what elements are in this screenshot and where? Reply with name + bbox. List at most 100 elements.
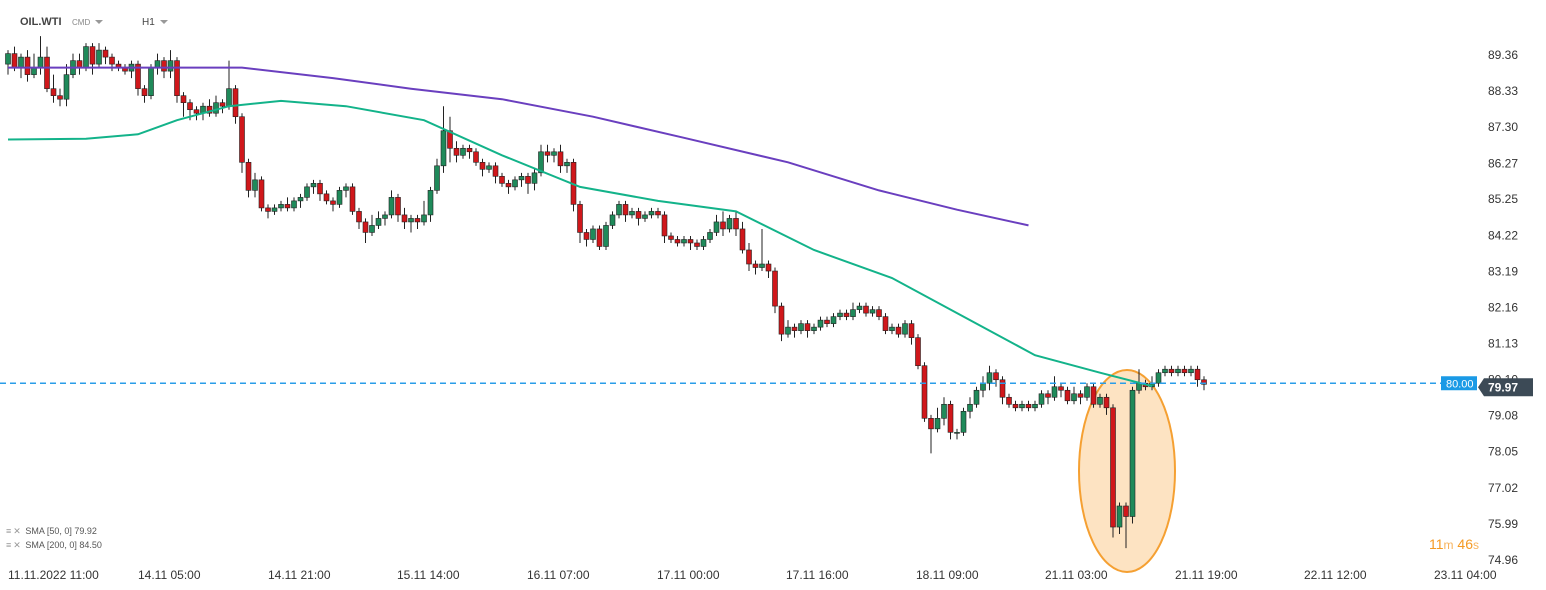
candle-down[interactable] bbox=[772, 270, 778, 307]
candle-down[interactable] bbox=[44, 56, 50, 89]
candle-up[interactable] bbox=[252, 179, 258, 191]
candle-up[interactable] bbox=[18, 56, 24, 68]
timeframe-dropdown[interactable]: H1 bbox=[142, 16, 168, 28]
candle-up[interactable] bbox=[369, 225, 375, 233]
candle-down[interactable] bbox=[596, 228, 603, 247]
candle-down[interactable] bbox=[863, 305, 869, 314]
candle-down[interactable] bbox=[635, 211, 642, 219]
price-axis[interactable] bbox=[1478, 0, 1546, 590]
candle-down[interactable] bbox=[453, 147, 460, 156]
candle-up[interactable] bbox=[5, 53, 11, 65]
candle-up[interactable] bbox=[798, 323, 804, 331]
candle-up[interactable] bbox=[512, 179, 518, 188]
candle-down[interactable] bbox=[1110, 407, 1116, 528]
candle-down[interactable] bbox=[57, 95, 63, 100]
candle-down[interactable] bbox=[661, 214, 668, 237]
candle-up[interactable] bbox=[1136, 382, 1142, 391]
candle-up[interactable] bbox=[37, 56, 44, 68]
candle-down[interactable] bbox=[180, 95, 187, 103]
candle-down[interactable] bbox=[765, 263, 772, 272]
candle-up[interactable] bbox=[460, 147, 466, 156]
candle-down[interactable] bbox=[1103, 396, 1110, 409]
candle-down[interactable] bbox=[258, 179, 265, 209]
candle-down[interactable] bbox=[583, 232, 590, 240]
sma200-line[interactable] bbox=[8, 66, 1029, 227]
candle-down[interactable] bbox=[1168, 368, 1175, 374]
candle-down[interactable] bbox=[895, 326, 902, 335]
candle-up[interactable] bbox=[642, 214, 648, 219]
candle-down[interactable] bbox=[245, 162, 252, 191]
candle-up[interactable] bbox=[856, 305, 863, 310]
candle-up[interactable] bbox=[726, 218, 733, 230]
candle-up[interactable] bbox=[1162, 368, 1168, 374]
candle-down[interactable] bbox=[752, 263, 759, 268]
candle-up[interactable] bbox=[837, 312, 843, 317]
candle-down[interactable] bbox=[687, 239, 694, 244]
close-icon[interactable]: ✕ bbox=[13, 540, 21, 550]
candle-up[interactable] bbox=[609, 214, 616, 226]
candle-down[interactable] bbox=[824, 319, 830, 324]
candle-down[interactable] bbox=[557, 151, 564, 167]
candle-down[interactable] bbox=[544, 151, 551, 156]
candle-up[interactable] bbox=[590, 228, 596, 240]
candle-down[interactable] bbox=[135, 63, 141, 89]
candle-up[interactable] bbox=[440, 130, 447, 167]
candle-up[interactable] bbox=[941, 403, 947, 419]
candle-up[interactable] bbox=[427, 190, 434, 216]
candle-down[interactable] bbox=[674, 239, 681, 244]
candle-up[interactable] bbox=[271, 207, 278, 212]
candle-up[interactable] bbox=[226, 88, 232, 107]
candle-down[interactable] bbox=[1201, 379, 1207, 385]
candle-up[interactable] bbox=[421, 214, 427, 223]
candle-up[interactable] bbox=[375, 218, 382, 226]
candle-down[interactable] bbox=[174, 60, 180, 96]
candle-up[interactable] bbox=[63, 74, 70, 100]
candle-up[interactable] bbox=[850, 309, 856, 317]
candle-down[interactable] bbox=[109, 56, 115, 65]
candle-down[interactable] bbox=[466, 147, 473, 153]
candle-down[interactable] bbox=[577, 204, 583, 233]
candle-up[interactable] bbox=[960, 411, 967, 433]
candle-down[interactable] bbox=[915, 337, 921, 367]
candle-up[interactable] bbox=[934, 418, 941, 430]
candle-up[interactable] bbox=[648, 211, 655, 216]
candle-up[interactable] bbox=[707, 232, 713, 240]
candle-down[interactable] bbox=[882, 316, 889, 331]
candle-up[interactable] bbox=[1155, 372, 1162, 384]
candle-up[interactable] bbox=[1175, 368, 1181, 374]
candle-up[interactable] bbox=[1071, 393, 1077, 402]
candle-up[interactable] bbox=[382, 214, 388, 219]
candle-down[interactable] bbox=[993, 372, 999, 381]
symbol-header[interactable]: OIL.WTI bbox=[20, 16, 62, 28]
candle-down[interactable] bbox=[356, 211, 362, 223]
candle-down[interactable] bbox=[505, 183, 512, 188]
legend-sma50[interactable]: ≡ ✕ SMA [50, 0] 79.92 bbox=[6, 526, 97, 537]
candle-down[interactable] bbox=[694, 242, 700, 247]
candle-down[interactable] bbox=[317, 183, 323, 195]
candle-down[interactable] bbox=[284, 204, 291, 209]
candle-up[interactable] bbox=[759, 263, 765, 268]
candle-up[interactable] bbox=[889, 326, 895, 331]
candle-down[interactable] bbox=[395, 197, 401, 216]
candle-up[interactable] bbox=[830, 316, 837, 324]
candle-up[interactable] bbox=[954, 432, 960, 434]
candle-up[interactable] bbox=[304, 186, 310, 198]
candle-down[interactable] bbox=[999, 379, 1006, 398]
candle-up[interactable] bbox=[785, 326, 791, 335]
candle-up[interactable] bbox=[1051, 386, 1058, 398]
candle-up[interactable] bbox=[343, 186, 349, 191]
candle-up[interactable] bbox=[817, 319, 824, 328]
candle-up[interactable] bbox=[83, 46, 89, 68]
candle-down[interactable] bbox=[141, 88, 148, 96]
candle-down[interactable] bbox=[739, 228, 746, 251]
candle-up[interactable] bbox=[278, 204, 284, 209]
settings-icon[interactable]: ≡ bbox=[6, 540, 12, 550]
candle-down[interactable] bbox=[1058, 386, 1064, 391]
candle-down[interactable] bbox=[492, 165, 499, 177]
candle-down[interactable] bbox=[239, 116, 245, 163]
candle-up[interactable] bbox=[986, 372, 993, 384]
candle-up[interactable] bbox=[713, 221, 720, 233]
candle-up[interactable] bbox=[154, 60, 161, 68]
candle-up[interactable] bbox=[1084, 386, 1090, 398]
